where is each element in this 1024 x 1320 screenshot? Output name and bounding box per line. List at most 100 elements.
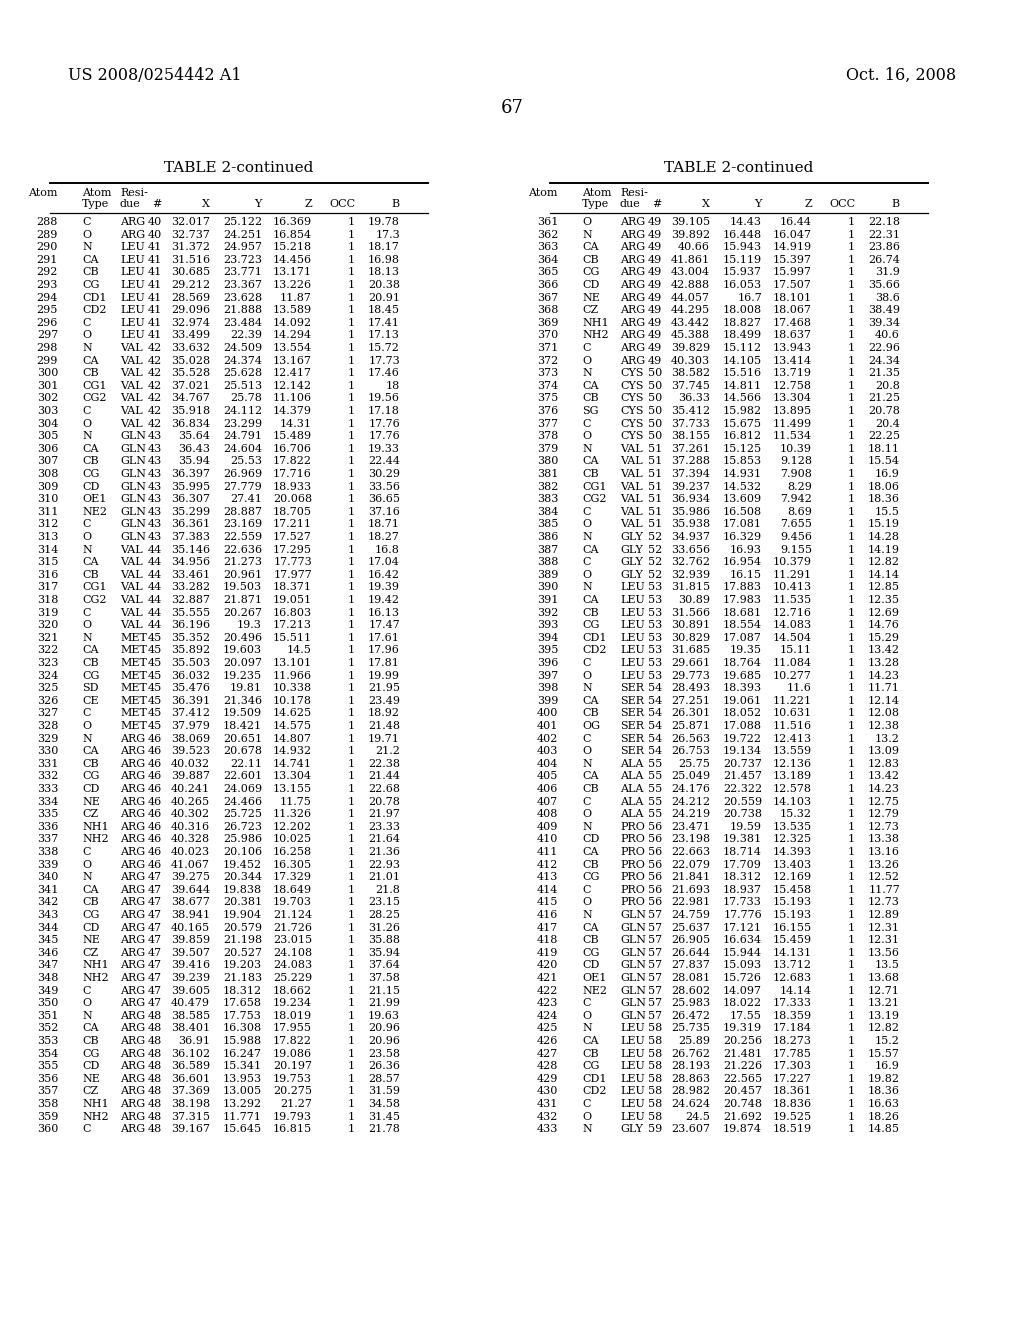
Text: 20.96: 20.96 (368, 1036, 400, 1045)
Text: 35.66: 35.66 (868, 280, 900, 290)
Text: 11.966: 11.966 (272, 671, 312, 681)
Text: 18.11: 18.11 (868, 444, 900, 454)
Text: 29.096: 29.096 (171, 305, 210, 315)
Text: 378: 378 (537, 432, 558, 441)
Text: 14.5: 14.5 (287, 645, 312, 656)
Text: CD1: CD1 (582, 1073, 606, 1084)
Text: 16.44: 16.44 (780, 216, 812, 227)
Text: 355: 355 (37, 1061, 58, 1072)
Text: 22.322: 22.322 (723, 784, 762, 795)
Text: ARG: ARG (120, 847, 145, 857)
Text: GLN: GLN (620, 998, 646, 1008)
Text: 57: 57 (648, 998, 662, 1008)
Text: 311: 311 (37, 507, 58, 517)
Text: 1: 1 (848, 709, 855, 718)
Text: 24.108: 24.108 (272, 948, 312, 958)
Text: CZ: CZ (82, 809, 98, 820)
Text: 322: 322 (37, 645, 58, 656)
Text: 19.061: 19.061 (723, 696, 762, 706)
Text: TABLE 2-continued: TABLE 2-continued (164, 161, 313, 176)
Text: ARG: ARG (120, 986, 145, 995)
Text: 47: 47 (147, 948, 162, 958)
Text: 1: 1 (348, 242, 355, 252)
Text: 1: 1 (848, 796, 855, 807)
Text: C: C (82, 847, 90, 857)
Text: C: C (82, 318, 90, 327)
Text: 40.023: 40.023 (171, 847, 210, 857)
Text: 34.58: 34.58 (368, 1100, 400, 1109)
Text: 42: 42 (147, 368, 162, 379)
Text: 1: 1 (348, 884, 355, 895)
Text: 19.051: 19.051 (272, 595, 312, 605)
Text: 1: 1 (848, 1023, 855, 1034)
Text: ARG: ARG (620, 216, 645, 227)
Text: GLN: GLN (120, 494, 146, 504)
Text: 49: 49 (648, 355, 662, 366)
Text: 7.908: 7.908 (780, 469, 812, 479)
Text: 15.982: 15.982 (723, 407, 762, 416)
Text: 16.9: 16.9 (876, 469, 900, 479)
Text: 41: 41 (147, 280, 162, 290)
Text: 39.416: 39.416 (171, 961, 210, 970)
Text: CB: CB (582, 393, 599, 404)
Text: 1: 1 (348, 318, 355, 327)
Text: 302: 302 (37, 393, 58, 404)
Text: 12.85: 12.85 (868, 582, 900, 593)
Text: CB: CB (82, 759, 98, 768)
Text: 8.69: 8.69 (787, 507, 812, 517)
Text: 43: 43 (147, 482, 162, 491)
Text: B: B (392, 199, 400, 209)
Text: 37.979: 37.979 (171, 721, 210, 731)
Text: 24.509: 24.509 (223, 343, 262, 352)
Text: 304: 304 (37, 418, 58, 429)
Text: OE1: OE1 (82, 494, 106, 504)
Text: 32.887: 32.887 (171, 595, 210, 605)
Text: 30.829: 30.829 (671, 632, 710, 643)
Text: O: O (582, 809, 591, 820)
Text: 17.822: 17.822 (273, 1036, 312, 1045)
Text: 22.96: 22.96 (868, 343, 900, 352)
Text: 383: 383 (537, 494, 558, 504)
Text: 52: 52 (648, 557, 662, 568)
Text: X: X (702, 199, 710, 209)
Text: VAL: VAL (120, 393, 142, 404)
Text: 53: 53 (648, 607, 662, 618)
Text: OCC: OCC (828, 199, 855, 209)
Text: 56: 56 (648, 847, 662, 857)
Text: 53: 53 (648, 645, 662, 656)
Text: 19.3: 19.3 (238, 620, 262, 630)
Text: 1: 1 (848, 696, 855, 706)
Text: 19.42: 19.42 (368, 595, 400, 605)
Text: 17.329: 17.329 (273, 873, 312, 882)
Text: 25.122: 25.122 (223, 216, 262, 227)
Text: MET: MET (120, 632, 146, 643)
Text: 11.291: 11.291 (773, 570, 812, 579)
Text: NH2: NH2 (582, 330, 608, 341)
Text: VAL: VAL (620, 519, 643, 529)
Text: 31.685: 31.685 (671, 645, 710, 656)
Text: VAL: VAL (120, 607, 142, 618)
Text: US 2008/0254442 A1: US 2008/0254442 A1 (68, 66, 242, 83)
Text: 1: 1 (848, 469, 855, 479)
Text: N: N (82, 1011, 92, 1020)
Text: 1: 1 (348, 432, 355, 441)
Text: 12.31: 12.31 (868, 923, 900, 933)
Text: 325: 325 (37, 684, 58, 693)
Text: 19.203: 19.203 (223, 961, 262, 970)
Text: 15.397: 15.397 (773, 255, 812, 265)
Text: 35.528: 35.528 (171, 368, 210, 379)
Text: 19.793: 19.793 (273, 1111, 312, 1122)
Text: 26.723: 26.723 (223, 822, 262, 832)
Text: LEU: LEU (620, 1036, 645, 1045)
Text: 18: 18 (386, 380, 400, 391)
Text: 420: 420 (537, 961, 558, 970)
Text: 45: 45 (147, 696, 162, 706)
Text: 18.649: 18.649 (272, 884, 312, 895)
Text: 1: 1 (348, 457, 355, 466)
Text: 14.294: 14.294 (272, 330, 312, 341)
Text: 47: 47 (147, 923, 162, 933)
Text: 424: 424 (537, 1011, 558, 1020)
Text: 13.719: 13.719 (773, 368, 812, 379)
Text: MET: MET (120, 671, 146, 681)
Text: 1: 1 (348, 1011, 355, 1020)
